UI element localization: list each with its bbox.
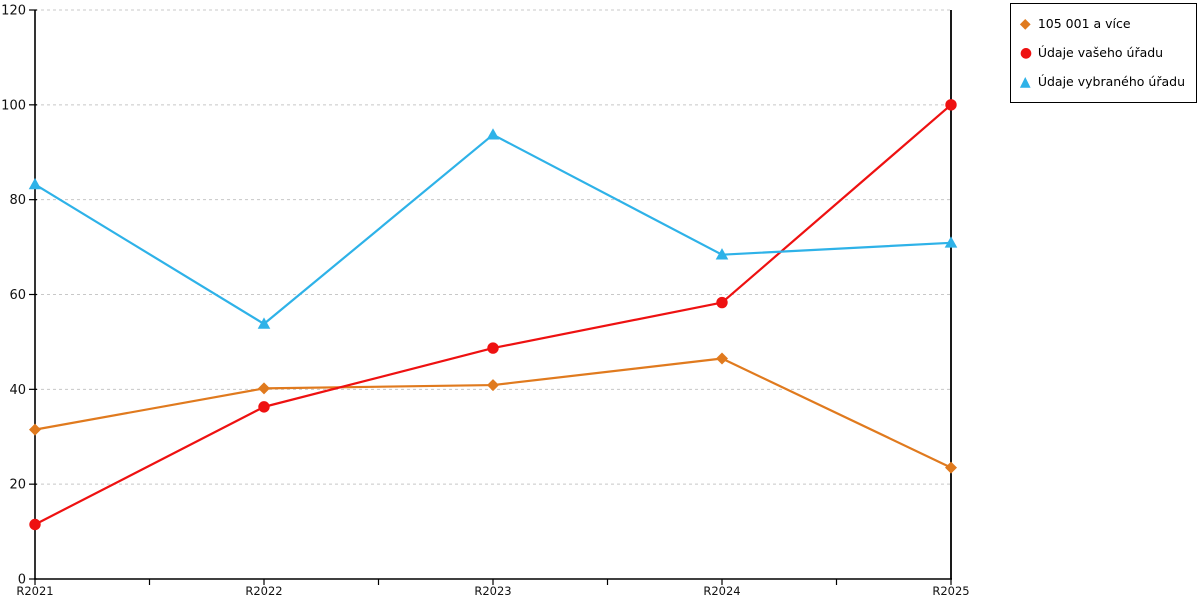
- data-point-diamond: [29, 423, 41, 436]
- data-point-triangle: [257, 317, 271, 329]
- y-tick-label: 20: [9, 478, 26, 493]
- data-point-triangle: [486, 128, 500, 140]
- data-point-circle: [258, 401, 270, 413]
- legend-label: Údaje vybraného úřadu: [1037, 74, 1185, 89]
- data-point-circle: [945, 99, 957, 111]
- data-point-diamond: [487, 379, 499, 392]
- y-tick-label: 60: [9, 288, 26, 303]
- diamond-icon: ◆: [1019, 15, 1031, 32]
- triangle-icon: ▲: [1019, 73, 1031, 90]
- circle-icon: ●: [1019, 44, 1033, 61]
- data-point-circle: [487, 342, 499, 354]
- x-tick-label: R2024: [703, 584, 740, 598]
- data-point-diamond: [258, 382, 270, 395]
- x-tick-label: R2025: [932, 584, 969, 598]
- data-point-circle: [29, 518, 41, 531]
- x-tick-label: R2022: [245, 584, 282, 598]
- x-tick-label: R2023: [474, 584, 511, 598]
- data-point-circle: [716, 296, 728, 309]
- data-point-triangle: [28, 177, 42, 190]
- x-tick-label: R2021: [16, 584, 53, 598]
- data-point-diamond: [945, 461, 957, 474]
- series-line-1: [34, 104, 952, 526]
- y-tick-label: 120: [1, 4, 26, 19]
- legend-label: 105 001 a více: [1037, 16, 1131, 31]
- series-line-2: [34, 133, 952, 325]
- legend-label: Údaje vašeho úřadu: [1037, 45, 1164, 60]
- legend: ◆ 105 001 a více ● Údaje vašeho úřadu ▲ …: [1009, 3, 1197, 103]
- y-tick-label: 40: [9, 383, 26, 398]
- data-point-diamond: [716, 352, 728, 365]
- y-tick-label: 100: [1, 98, 26, 113]
- y-tick-label: 0: [18, 573, 26, 588]
- legend-item: ● Údaje vašeho úřadu: [1020, 38, 1185, 67]
- legend-item: ◆ 105 001 a více: [1020, 9, 1185, 38]
- legend-item: ▲ Údaje vybraného úřadu: [1020, 67, 1185, 96]
- series-line-0: [34, 357, 952, 469]
- data-point-triangle: [715, 248, 729, 260]
- data-point-triangle: [944, 236, 958, 248]
- y-tick-label: 80: [9, 193, 26, 208]
